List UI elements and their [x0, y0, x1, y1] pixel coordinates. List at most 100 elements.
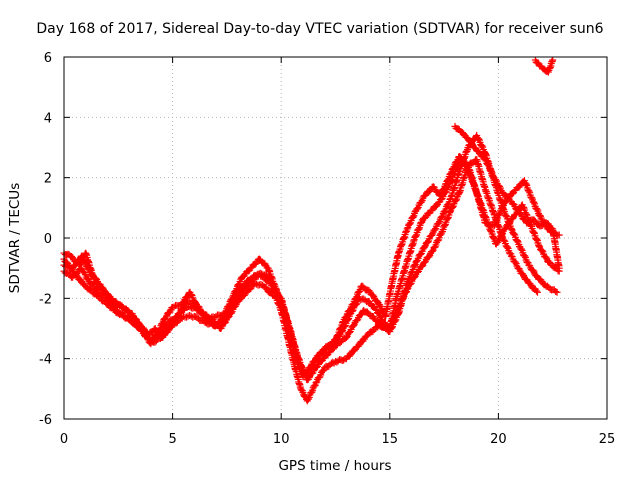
data-point-arc-3 [553, 288, 561, 296]
data-point-arc-4 [410, 273, 418, 281]
data-point-arc-3 [342, 334, 350, 342]
data-point-arc-4 [500, 236, 508, 244]
data-point-arc-1 [515, 183, 523, 191]
data-point-arc-5 [487, 167, 495, 175]
data-point-arc-5 [484, 161, 492, 169]
data-point-arc-2 [542, 253, 550, 261]
data-point-arc-3 [521, 252, 529, 260]
data-point-arc-3 [517, 245, 525, 253]
data-point-arc-3 [438, 213, 446, 221]
plot-frame [63, 56, 608, 420]
data-points [60, 56, 563, 405]
data-point-arc-4 [503, 243, 511, 251]
data-point-arc-4 [67, 264, 75, 272]
y-tick-label: -4 [39, 353, 52, 368]
data-point-arc-4 [186, 312, 194, 320]
data-point-arc-4 [519, 270, 527, 278]
y-tick-label: 4 [44, 111, 52, 126]
data-point-arc-3 [424, 238, 432, 246]
data-point-arc-4 [452, 196, 460, 204]
data-point-arc-2 [341, 322, 349, 330]
data-point-arc-6 [549, 56, 557, 64]
data-point-arc-4 [224, 308, 232, 316]
data-point-arc-3 [329, 345, 337, 353]
data-point-arc-1 [406, 220, 414, 228]
data-point-arc-4 [159, 333, 167, 341]
data-point-arc-2 [89, 272, 97, 280]
data-point-arc-4 [403, 285, 411, 293]
data-point-arc-4 [532, 287, 540, 295]
data-point-arc-4 [449, 203, 457, 211]
data-point-arc-5 [481, 156, 489, 164]
y-tick-label: 2 [44, 172, 52, 187]
x-tick-label: 5 [168, 432, 176, 447]
data-point-arc-4 [428, 247, 436, 255]
data-point-arc-3 [552, 288, 560, 296]
data-point-arc-5 [555, 264, 563, 272]
data-point-arc-1 [376, 301, 384, 309]
data-point-arc-2 [352, 301, 360, 309]
data-point-arc-4 [526, 279, 534, 287]
data-point-arc-2 [338, 328, 346, 336]
y-tick-label: 6 [44, 51, 52, 66]
x-tick-label: 25 [599, 432, 616, 447]
data-point-arc-4 [239, 287, 247, 295]
data-point-arc-1 [369, 291, 377, 299]
data-point-arc-4 [311, 382, 319, 390]
data-point-arc-3 [510, 230, 518, 238]
data-point-arc-4 [350, 347, 358, 355]
y-tick-label: 0 [44, 232, 52, 247]
data-point-arc-4 [248, 277, 256, 285]
data-point-arc-4 [232, 295, 240, 303]
data-point-arc-5 [504, 194, 512, 202]
data-point-arc-4 [183, 313, 191, 321]
data-point-arc-4 [406, 280, 414, 288]
data-point-arc-2 [441, 189, 449, 197]
data-point-arc-3 [431, 226, 439, 234]
data-point-arc-4 [312, 379, 320, 387]
data-point-arc-3 [300, 370, 308, 378]
data-point-arc-3 [475, 135, 483, 143]
data-point-arc-3 [513, 237, 521, 245]
tick-labels: 0 5 10 15 20 25 -6 -4 -2 0 2 4 6 [39, 51, 615, 447]
x-tick-label: 0 [60, 432, 68, 447]
data-point-arc-4 [228, 301, 236, 309]
data-point-arc-4 [319, 367, 327, 375]
data-point-arc-1 [426, 187, 434, 195]
data-point-arc-4 [533, 288, 541, 296]
data-point-arc-1 [533, 205, 541, 213]
data-point-arc-3 [529, 266, 537, 274]
y-axis-title: SDTVAR / TECUs [7, 183, 23, 293]
data-point-arc-4 [425, 253, 433, 261]
y-tick-label: -6 [39, 413, 52, 428]
x-tick-label: 20 [490, 432, 507, 447]
data-point-arc-2 [538, 247, 546, 255]
data-point-arc-5 [496, 182, 504, 190]
data-point-arc-4 [402, 288, 410, 296]
data-point-arc-2 [344, 316, 352, 324]
x-axis-title: GPS time / hours [278, 458, 391, 474]
x-tick-label: 15 [382, 432, 399, 447]
data-point-arc-1 [413, 205, 421, 213]
data-point-arc-3 [304, 375, 312, 383]
data-point-arc-3 [435, 219, 443, 227]
data-point-arc-4 [511, 258, 519, 266]
data-point-arc-3 [507, 225, 515, 233]
data-point-arc-3 [417, 250, 425, 258]
data-point-arc-4 [359, 337, 367, 345]
data-point-arc-2 [494, 238, 502, 246]
data-point-arc-5 [467, 138, 475, 146]
data-point-arc-4 [87, 285, 95, 293]
data-point-arc-4 [131, 320, 139, 328]
data-point-arc-4 [95, 292, 103, 300]
data-point-arc-1 [365, 287, 373, 295]
data-point-arc-5 [492, 176, 500, 184]
data-point-arc-3 [428, 231, 436, 239]
data-point-arc-4 [354, 342, 362, 350]
data-point-arc-3 [478, 142, 486, 150]
data-point-arc-3 [349, 322, 357, 330]
data-point-arc-2 [432, 202, 440, 210]
chart-title: Day 168 of 2017, Sidereal Day-to-day VTE… [36, 21, 603, 37]
y-tick-label: -2 [39, 292, 52, 307]
data-point-arc-2 [348, 307, 356, 315]
